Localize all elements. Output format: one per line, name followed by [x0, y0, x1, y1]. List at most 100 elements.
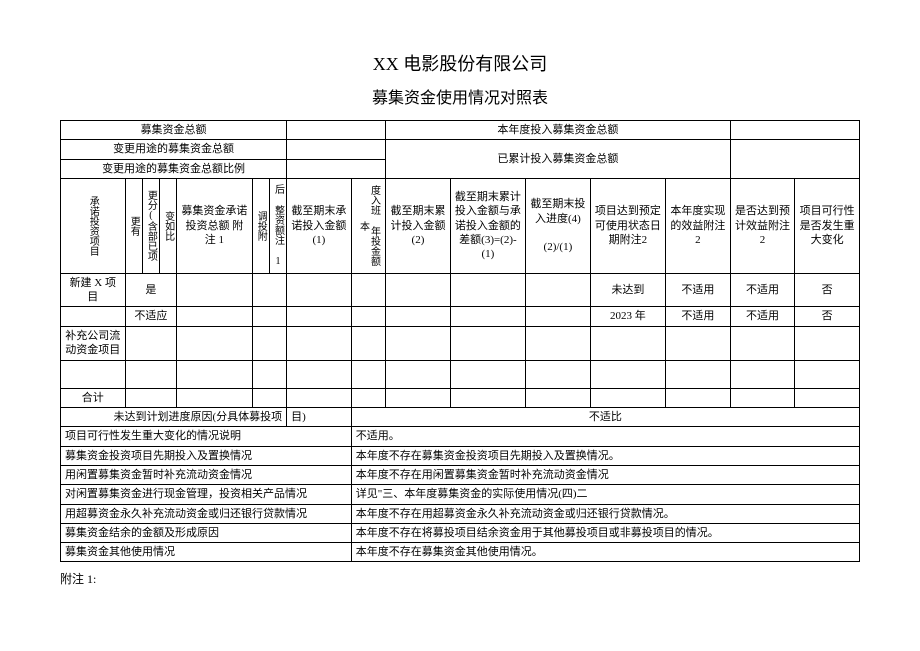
- table-cell: [252, 307, 287, 326]
- table-cell: [125, 388, 177, 407]
- bottom-label: 未达到计划进度原因(分具体募投项: [61, 408, 287, 427]
- table-cell: 不适应: [125, 307, 177, 326]
- bottom-label: 项目可行性发生重大变化的情况说明: [61, 427, 352, 446]
- table-cell: 补充公司流动资金项目: [61, 326, 126, 360]
- header-cell: 募集资金总额: [61, 121, 287, 140]
- table-cell: [287, 307, 352, 326]
- table-cell: 不适用: [666, 307, 731, 326]
- bottom-label: 募集资金投资项目先期投入及置换情况: [61, 446, 352, 465]
- table-cell: [730, 388, 795, 407]
- table-cell: [730, 326, 795, 360]
- table-cell: [590, 326, 665, 360]
- bottom-value: 不适比: [351, 408, 859, 427]
- table-cell: [590, 388, 665, 407]
- col-header: 本年度实现的效益附注 2: [666, 178, 731, 273]
- col-header: 是否达到预计效益附注 2: [730, 178, 795, 273]
- table-cell: [177, 307, 252, 326]
- table-cell: [450, 326, 525, 360]
- table-cell: 不适用: [730, 273, 795, 307]
- table-cell: [252, 326, 287, 360]
- table-cell: [526, 360, 591, 388]
- table-cell: [450, 388, 525, 407]
- table-cell: [386, 388, 451, 407]
- table-cell: [351, 388, 385, 407]
- table-cell: [252, 360, 287, 388]
- bottom-label: 对闲置募集资金进行现金管理，投资相关产品情况: [61, 485, 352, 504]
- table-cell: [287, 360, 352, 388]
- table-title: 募集资金使用情况对照表: [60, 84, 860, 108]
- table-cell: [666, 360, 731, 388]
- table-cell: [526, 273, 591, 307]
- table-cell: [386, 326, 451, 360]
- table-cell: [526, 326, 591, 360]
- table-cell: [795, 388, 860, 407]
- table-cell: [450, 360, 525, 388]
- bottom-value: 本年度不存在用闲置募集资金暂时补充流动资金情况: [351, 465, 859, 484]
- table-cell: [386, 273, 451, 307]
- table-cell: [666, 388, 731, 407]
- bottom-label: 用闲置募集资金暂时补充流动资金情况: [61, 465, 352, 484]
- header-cell: 变更用途的募集资金总额比例: [61, 159, 287, 178]
- table-cell: 2023 年: [590, 307, 665, 326]
- header-cell: 变更用途的募集资金总额: [61, 140, 287, 159]
- table-cell: [287, 273, 352, 307]
- col-header: 项目可行性是否发生重大变化: [795, 178, 860, 273]
- table-cell: 不适用: [730, 307, 795, 326]
- col-header: 承诺投资项目: [61, 178, 126, 273]
- col-header: 截至期末投入进度(4) (2)/(1): [526, 178, 591, 273]
- table-cell: [177, 360, 252, 388]
- table-cell: [526, 388, 591, 407]
- table-cell: [730, 360, 795, 388]
- table-cell: [450, 307, 525, 326]
- header-cell: [730, 140, 859, 179]
- bottom-value: 本年度不存在募集资金投资项目先期投入及置换情况。: [351, 446, 859, 465]
- company-title: XX 电影股份有限公司: [60, 50, 860, 76]
- table-cell: [386, 307, 451, 326]
- bottom-value: 本年度不存在募集资金其他使用情况。: [351, 543, 859, 562]
- bottom-label: 募集资金结余的金额及形成原因: [61, 523, 352, 542]
- table-cell: 不适用: [666, 273, 731, 307]
- bottom-value: 本年度不存在将募投项目结余资金用于其他募投项目或非募投项目的情况。: [351, 523, 859, 542]
- col-header: 截至期末承诺投入金额(1): [287, 178, 352, 273]
- bottom-label: 目): [287, 408, 352, 427]
- header-cell: [730, 121, 859, 140]
- table-cell: [351, 360, 385, 388]
- main-table: 募集资金总额 本年度投入募集资金总额 变更用途的募集资金总额 已累计投入募集资金…: [60, 120, 860, 562]
- table-cell: [177, 388, 252, 407]
- table-cell: 新建 X 项目: [61, 273, 126, 307]
- table-cell: [351, 307, 385, 326]
- col-header: 更有: [125, 178, 142, 273]
- table-cell: [795, 326, 860, 360]
- footnote: 附注 1:: [60, 570, 860, 587]
- bottom-value: 详见"三、本年度募集资金的实际使用情况(四)二: [351, 485, 859, 504]
- table-cell: [287, 326, 352, 360]
- table-cell: [252, 273, 287, 307]
- table-cell: [526, 307, 591, 326]
- table-cell: [177, 326, 252, 360]
- table-cell: 合计: [61, 388, 126, 407]
- col-header: 募集资金承诺投资总额 附注 1: [177, 178, 252, 273]
- table-cell: [351, 273, 385, 307]
- bottom-value: 本年度不存在用超募资金永久补充流动资金或归还银行贷款情况。: [351, 504, 859, 523]
- table-cell: [590, 360, 665, 388]
- table-cell: [450, 273, 525, 307]
- header-cell: [287, 121, 386, 140]
- table-cell: [666, 326, 731, 360]
- table-cell: 未达到: [590, 273, 665, 307]
- col-header: 项目达到预定可使用状态日期附注2: [590, 178, 665, 273]
- table-cell: 是: [125, 273, 177, 307]
- table-cell: [125, 360, 177, 388]
- table-cell: [61, 360, 126, 388]
- header-cell: 本年度投入募集资金总额: [386, 121, 731, 140]
- table-cell: [386, 360, 451, 388]
- col-header: 度入班 年投金额本: [351, 178, 385, 273]
- bottom-label: 募集资金其他使用情况: [61, 543, 352, 562]
- table-cell: [177, 273, 252, 307]
- bottom-label: 用超募资金永久补充流动资金或归还银行贷款情况: [61, 504, 352, 523]
- header-cell: 已累计投入募集资金总额: [386, 140, 731, 179]
- table-cell: [795, 360, 860, 388]
- table-cell: 否: [795, 307, 860, 326]
- col-header: 截至期末累计投入金额(2): [386, 178, 451, 273]
- table-cell: [61, 307, 126, 326]
- col-header: 调投附: [252, 178, 269, 273]
